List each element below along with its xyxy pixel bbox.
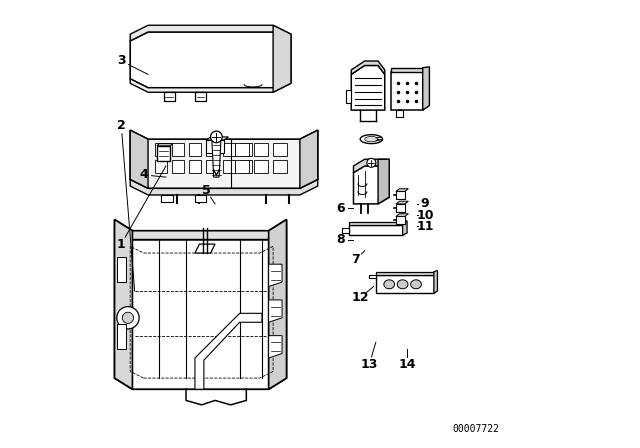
- Polygon shape: [392, 72, 423, 110]
- Text: 6: 6: [336, 202, 344, 215]
- Polygon shape: [254, 160, 268, 172]
- Polygon shape: [403, 221, 407, 235]
- Polygon shape: [205, 160, 218, 172]
- Polygon shape: [349, 222, 403, 225]
- Polygon shape: [396, 110, 403, 117]
- Text: 00007722: 00007722: [453, 424, 500, 435]
- Polygon shape: [130, 25, 291, 41]
- Polygon shape: [273, 160, 287, 172]
- Polygon shape: [223, 160, 235, 172]
- Polygon shape: [155, 160, 167, 172]
- Polygon shape: [122, 312, 134, 323]
- Polygon shape: [396, 189, 408, 191]
- Text: 3: 3: [117, 55, 125, 68]
- Polygon shape: [235, 143, 250, 155]
- Polygon shape: [367, 158, 376, 167]
- Polygon shape: [115, 220, 287, 240]
- Polygon shape: [205, 143, 218, 155]
- Polygon shape: [172, 160, 184, 172]
- Text: 14: 14: [398, 358, 416, 371]
- Polygon shape: [396, 216, 405, 224]
- Polygon shape: [360, 135, 383, 144]
- Polygon shape: [115, 220, 132, 389]
- Polygon shape: [130, 32, 291, 88]
- Polygon shape: [378, 159, 389, 204]
- Polygon shape: [434, 271, 438, 293]
- Polygon shape: [411, 280, 421, 289]
- Polygon shape: [300, 130, 318, 188]
- Polygon shape: [273, 25, 291, 92]
- Polygon shape: [117, 306, 139, 329]
- Polygon shape: [189, 143, 201, 155]
- Text: 12: 12: [351, 291, 369, 304]
- Text: 2: 2: [117, 119, 125, 132]
- Polygon shape: [155, 143, 167, 155]
- Text: 1: 1: [117, 237, 125, 250]
- Polygon shape: [189, 160, 201, 172]
- Polygon shape: [351, 65, 385, 110]
- Polygon shape: [206, 140, 224, 153]
- Polygon shape: [130, 79, 291, 92]
- Polygon shape: [157, 146, 170, 160]
- Polygon shape: [269, 264, 282, 287]
- Polygon shape: [342, 228, 349, 233]
- Text: 4: 4: [140, 168, 148, 181]
- Polygon shape: [269, 336, 282, 358]
- Polygon shape: [161, 195, 173, 202]
- Polygon shape: [346, 90, 351, 103]
- Text: 10: 10: [416, 209, 434, 222]
- Text: 5: 5: [202, 184, 211, 197]
- Polygon shape: [195, 244, 215, 253]
- Polygon shape: [164, 92, 175, 101]
- Polygon shape: [195, 195, 206, 202]
- Polygon shape: [206, 137, 228, 140]
- Polygon shape: [369, 276, 376, 279]
- Polygon shape: [353, 166, 389, 204]
- Polygon shape: [130, 130, 318, 188]
- Polygon shape: [116, 258, 125, 282]
- Polygon shape: [212, 142, 221, 177]
- Polygon shape: [157, 144, 173, 146]
- Text: 13: 13: [360, 358, 378, 371]
- Polygon shape: [392, 68, 423, 72]
- Polygon shape: [239, 160, 252, 172]
- Polygon shape: [211, 131, 222, 143]
- Polygon shape: [396, 191, 405, 199]
- Polygon shape: [376, 272, 434, 276]
- Text: 11: 11: [416, 220, 434, 233]
- Polygon shape: [396, 204, 405, 212]
- Polygon shape: [116, 324, 125, 349]
- Polygon shape: [397, 280, 408, 289]
- Polygon shape: [195, 92, 206, 101]
- Polygon shape: [223, 143, 235, 155]
- Polygon shape: [235, 160, 250, 172]
- Polygon shape: [353, 159, 389, 172]
- Text: 8: 8: [336, 233, 344, 246]
- Polygon shape: [254, 143, 268, 155]
- Polygon shape: [349, 225, 403, 235]
- Polygon shape: [115, 228, 287, 389]
- Polygon shape: [269, 220, 287, 389]
- Polygon shape: [351, 61, 385, 74]
- Polygon shape: [396, 214, 408, 216]
- Polygon shape: [130, 130, 148, 188]
- Text: 7: 7: [351, 253, 360, 266]
- Polygon shape: [130, 179, 318, 195]
- Polygon shape: [172, 143, 184, 155]
- Polygon shape: [273, 143, 287, 155]
- Polygon shape: [376, 276, 434, 293]
- Polygon shape: [239, 143, 252, 155]
- Polygon shape: [365, 137, 378, 142]
- Polygon shape: [384, 280, 395, 289]
- Polygon shape: [396, 201, 408, 204]
- Text: 9: 9: [420, 198, 429, 211]
- Polygon shape: [195, 313, 262, 389]
- Polygon shape: [423, 67, 429, 110]
- Polygon shape: [269, 300, 282, 322]
